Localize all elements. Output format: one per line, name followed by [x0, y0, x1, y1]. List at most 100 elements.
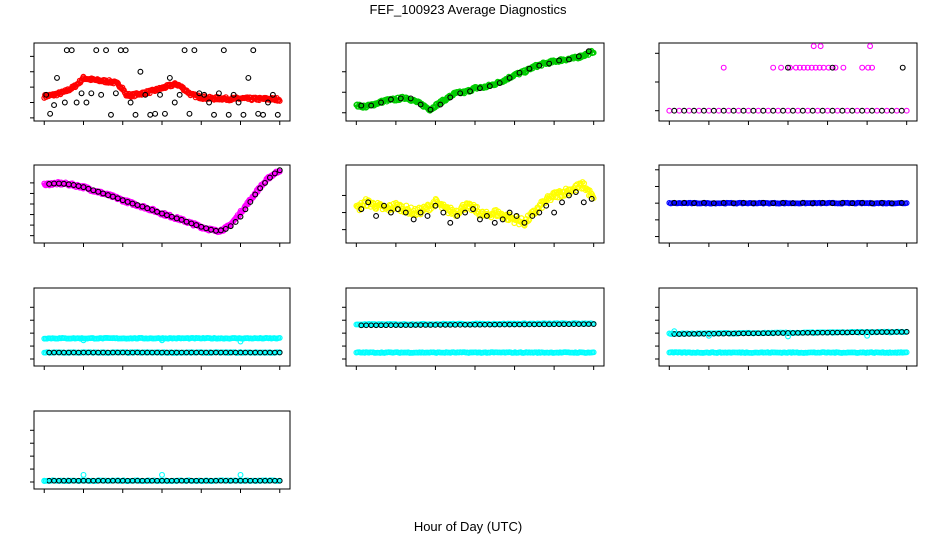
data-point: [710, 200, 717, 207]
data-point: [849, 200, 856, 207]
data-point: [159, 337, 165, 344]
data-point: [745, 107, 752, 114]
data-point: [804, 64, 811, 71]
data-point: [588, 195, 595, 202]
series-minute-averages: [41, 168, 283, 236]
data-point: [809, 107, 816, 114]
data-point: [888, 107, 895, 114]
data-point: [220, 47, 227, 54]
data-point: [124, 198, 131, 205]
data-point: [898, 199, 905, 206]
data-point: [462, 209, 469, 216]
panel-7: [30, 287, 291, 370]
data-point: [671, 328, 678, 335]
data-point: [725, 107, 732, 114]
panel-9: [655, 287, 918, 370]
data-point: [816, 64, 823, 71]
data-point: [51, 102, 58, 109]
data-point: [117, 47, 124, 54]
panel-6: [655, 164, 918, 247]
data-point: [590, 321, 597, 327]
data-point: [159, 210, 165, 217]
data-point: [201, 91, 208, 98]
series-hourly: [671, 199, 905, 207]
data-point: [257, 185, 264, 192]
data-point: [825, 64, 832, 71]
data-point: [770, 107, 777, 114]
data-point: [666, 107, 673, 114]
data-point: [792, 64, 799, 71]
data-point: [715, 107, 722, 114]
data-point: [775, 107, 782, 114]
data-point: [898, 107, 905, 114]
data-point: [730, 200, 737, 207]
data-point: [590, 349, 597, 356]
data-point: [368, 102, 375, 109]
series-hourly: [46, 477, 283, 484]
data-point: [237, 213, 244, 220]
data-point: [103, 47, 110, 54]
data-point: [237, 471, 244, 478]
series-minute-averages: [353, 349, 597, 356]
data-point: [834, 107, 841, 114]
data-point: [796, 64, 803, 71]
data-point: [211, 111, 217, 118]
data-point: [832, 64, 839, 71]
data-point: [572, 189, 579, 195]
data-point: [470, 206, 476, 213]
data-point: [765, 107, 772, 114]
data-point: [417, 101, 424, 108]
data-point: [840, 64, 847, 71]
data-point: [794, 107, 801, 114]
data-point: [274, 111, 281, 118]
data-point: [516, 69, 523, 76]
figure-title: FEF_100923 Average Diagnostics: [369, 2, 567, 17]
data-point: [829, 107, 836, 114]
data-point: [262, 179, 268, 186]
series-spikes: [80, 337, 244, 345]
data-point: [740, 199, 747, 206]
data-point: [378, 99, 384, 106]
data-point: [149, 206, 156, 213]
panel-2: [342, 42, 605, 125]
data-point: [812, 64, 819, 71]
data-point: [100, 190, 107, 197]
data-point: [585, 48, 592, 55]
panel-8: [342, 287, 605, 370]
data-point: [114, 195, 121, 202]
data-point: [206, 99, 213, 106]
data-point: [95, 188, 102, 195]
data-point: [491, 219, 498, 226]
data-point: [181, 47, 188, 54]
data-point: [536, 209, 543, 216]
data-point: [590, 49, 597, 56]
data-point: [899, 64, 906, 71]
data-point: [686, 107, 693, 114]
data-point: [785, 64, 791, 71]
data-point: [193, 222, 200, 229]
series-hourly: [671, 329, 910, 337]
data-point: [888, 200, 895, 207]
data-point: [247, 198, 254, 205]
data-point: [546, 60, 553, 67]
data-point: [166, 74, 173, 81]
data-point: [879, 107, 885, 114]
plot-frame: [33, 42, 291, 122]
data-point: [427, 106, 434, 113]
data-point: [819, 199, 826, 206]
data-point: [526, 65, 533, 72]
data-point: [778, 64, 785, 71]
data-point: [819, 107, 826, 114]
panel-1: [30, 42, 291, 125]
data-point: [397, 95, 404, 102]
data-point: [127, 99, 134, 106]
data-point: [844, 107, 851, 114]
data-point: [869, 200, 876, 207]
series-minute-averages: [666, 43, 910, 114]
data-point: [671, 199, 678, 206]
series-hourly: [358, 48, 592, 113]
data-point: [168, 213, 175, 220]
data-point: [671, 107, 678, 114]
data-point: [437, 101, 444, 108]
